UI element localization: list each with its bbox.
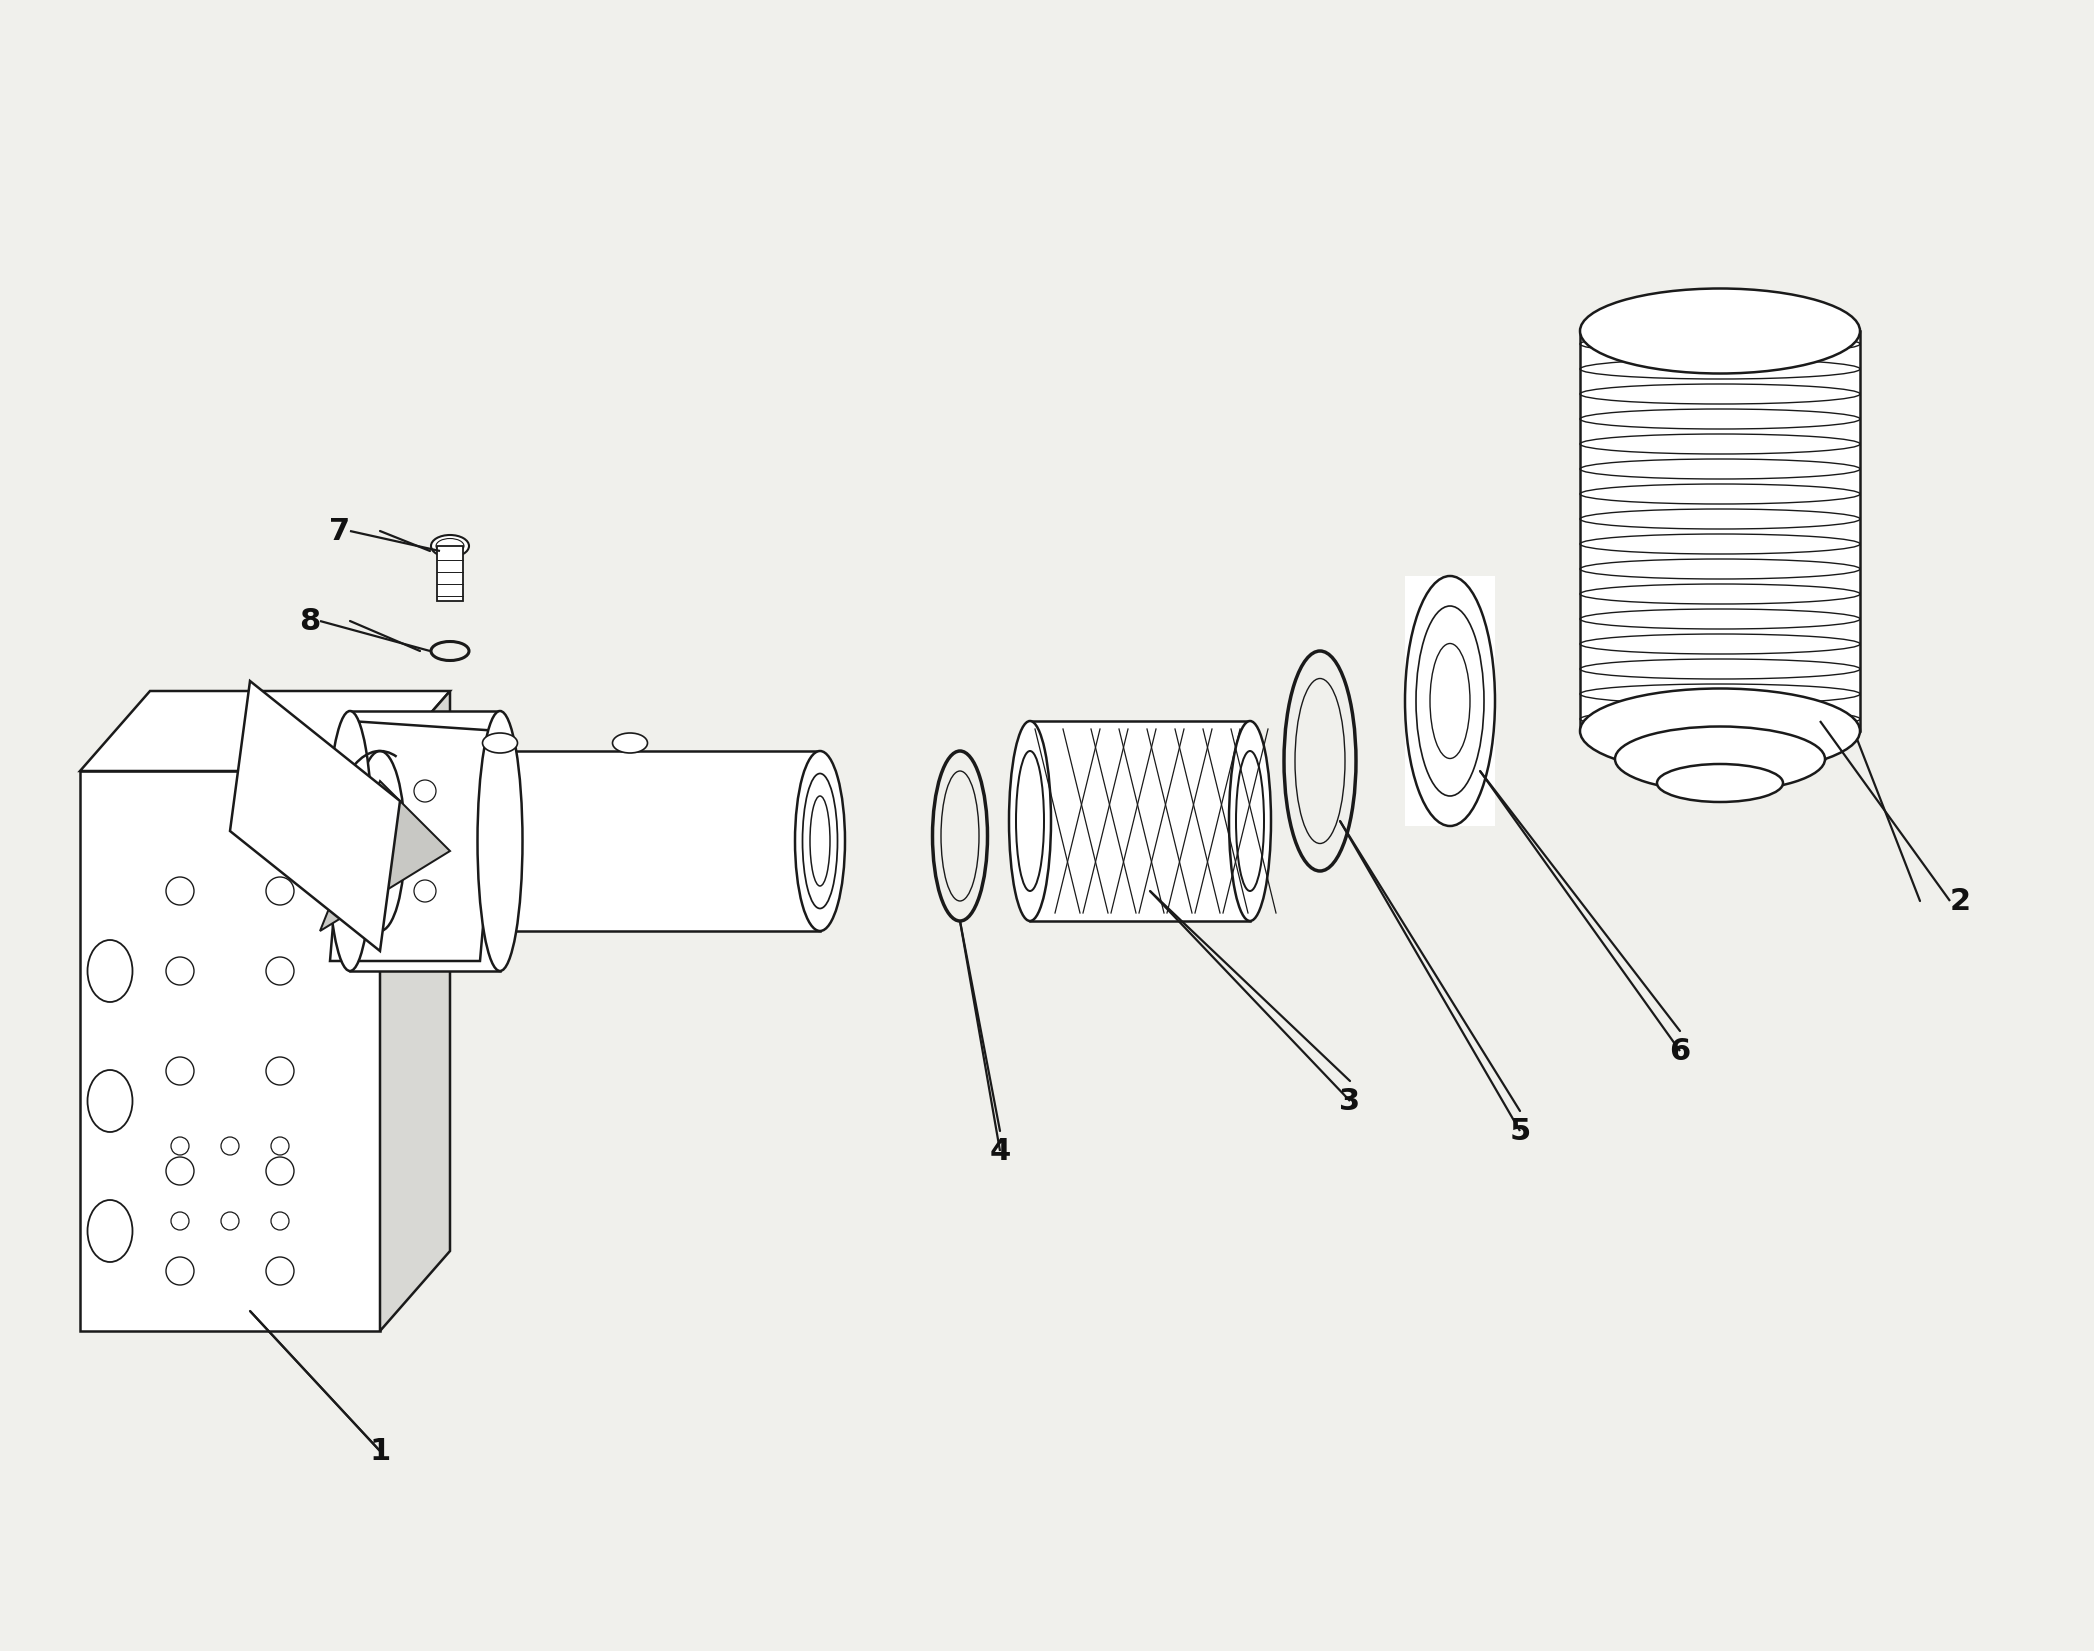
Polygon shape [1030, 721, 1250, 921]
Ellipse shape [1009, 721, 1051, 921]
Ellipse shape [1229, 721, 1271, 921]
Ellipse shape [1581, 688, 1859, 774]
Text: 6: 6 [1669, 1037, 1690, 1065]
Ellipse shape [1405, 576, 1495, 826]
Ellipse shape [1614, 726, 1826, 791]
Text: 4: 4 [988, 1136, 1011, 1166]
Text: 1: 1 [369, 1436, 392, 1466]
Polygon shape [1581, 330, 1859, 731]
Text: 7: 7 [329, 517, 350, 545]
Ellipse shape [1656, 764, 1782, 802]
Polygon shape [1405, 576, 1495, 826]
Text: 3: 3 [1340, 1086, 1361, 1116]
Ellipse shape [431, 535, 469, 556]
Polygon shape [230, 680, 400, 951]
Polygon shape [80, 692, 450, 771]
Polygon shape [331, 721, 500, 961]
Ellipse shape [482, 733, 517, 753]
Ellipse shape [327, 712, 373, 971]
Ellipse shape [1016, 751, 1045, 892]
Ellipse shape [796, 751, 846, 931]
Polygon shape [320, 781, 450, 931]
Ellipse shape [436, 538, 465, 553]
Text: 2: 2 [1950, 887, 1970, 916]
Ellipse shape [477, 712, 524, 971]
Ellipse shape [356, 751, 404, 931]
Ellipse shape [1416, 606, 1485, 796]
Text: 5: 5 [1510, 1116, 1531, 1146]
Polygon shape [80, 771, 379, 1331]
Polygon shape [438, 546, 463, 601]
Ellipse shape [614, 733, 647, 753]
Ellipse shape [1581, 289, 1859, 373]
Polygon shape [350, 712, 500, 971]
Polygon shape [379, 692, 450, 1331]
Text: 8: 8 [299, 606, 320, 636]
Polygon shape [379, 751, 821, 931]
